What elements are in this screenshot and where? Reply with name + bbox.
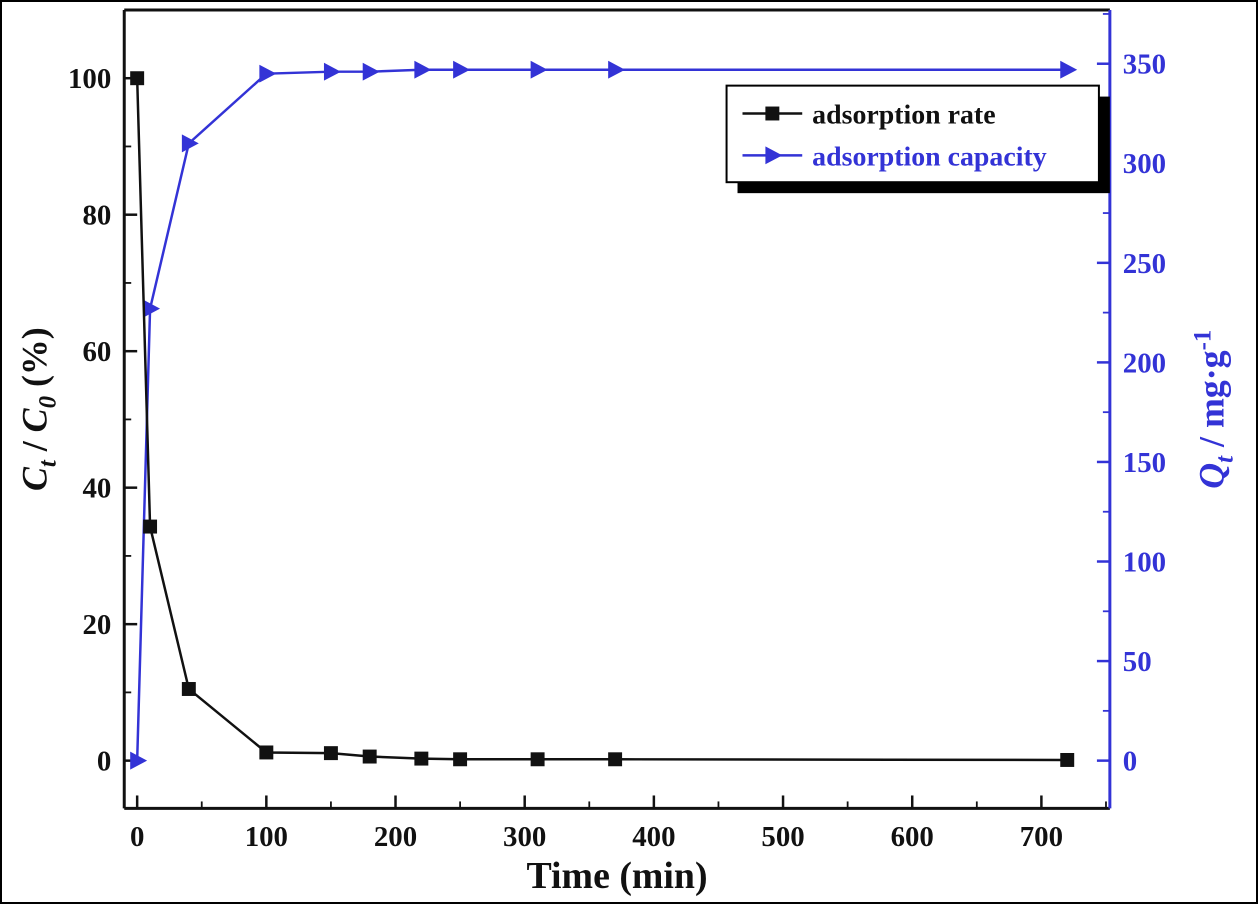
right-y-axis: 0 50 100 150 200 250 300 350 Qt / mg·g-1 [1096,13,1238,778]
data-point-marker [1060,60,1078,79]
data-point-marker [259,745,274,760]
data-point-marker [1060,752,1075,767]
right-y-tick-label: 50 [1123,646,1152,678]
left-y-tick-label: 20 [82,609,111,641]
left-y-tick-label: 60 [82,336,111,368]
data-point-marker [530,752,545,767]
data-point-marker [323,746,338,761]
data-point-marker [362,749,377,764]
data-point-marker [181,134,199,153]
data-point-marker [143,299,161,318]
x-tick-label: 400 [632,821,675,853]
x-tick-label: 100 [245,821,288,853]
data-point-marker [530,60,548,79]
right-y-tick-label: 350 [1123,49,1166,81]
right-y-tick-label: 250 [1123,248,1166,280]
data-point-marker [414,60,432,79]
left-y-axis: 0 20 40 60 80 100 Ct / C0 (%) [15,63,138,778]
data-point-marker [608,60,626,79]
legend-entry-label: adsorption rate [812,99,995,130]
data-point-marker [765,106,780,121]
data-point-marker [453,60,471,79]
data-point-marker [414,751,429,766]
x-axis: 0 100 200 300 400 500 600 700 Time (min) [130,795,1107,897]
x-tick-label: 600 [891,821,934,853]
data-point-marker [259,64,277,83]
series-adsorption-capacity [130,60,1078,770]
right-y-tick-label: 100 [1123,546,1166,578]
left-y-tick-label: 40 [82,473,111,505]
right-y-tick-label: 150 [1123,447,1166,479]
legend-box [725,84,1100,184]
left-y-tick-label: 80 [82,200,111,232]
legend: adsorption rate adsorption capacity [725,84,1110,194]
legend-entry-label: adsorption capacity [812,141,1047,172]
right-y-tick-label: 0 [1123,746,1137,778]
series-adsorption-rate [130,71,1075,767]
data-point-marker [453,752,468,767]
right-y-axis-label: Qt / mg·g-1 [1189,330,1238,489]
right-y-tick-label: 300 [1123,148,1166,180]
x-tick-label: 200 [374,821,417,853]
x-tick-label: 300 [503,821,546,853]
x-tick-label: 0 [130,821,144,853]
x-tick-label: 700 [1020,821,1063,853]
data-point-marker [362,62,380,81]
left-y-tick-label: 0 [97,746,111,778]
data-point-marker [130,751,148,770]
right-y-tick-label: 200 [1123,347,1166,379]
data-point-marker [143,519,158,534]
legend-entry: adsorption rate [742,99,996,130]
x-axis-label: Time (min) [527,855,708,897]
data-point-marker [181,682,196,696]
x-tick-label: 500 [761,821,804,853]
left-y-tick-label: 100 [68,63,111,95]
data-point-marker [323,62,341,81]
legend-entry: adsorption capacity [742,141,1047,172]
data-point-marker [608,752,623,767]
data-point-marker [130,71,145,86]
data-point-marker [765,146,783,165]
left-y-axis-label: Ct / C0 (%) [15,327,62,491]
